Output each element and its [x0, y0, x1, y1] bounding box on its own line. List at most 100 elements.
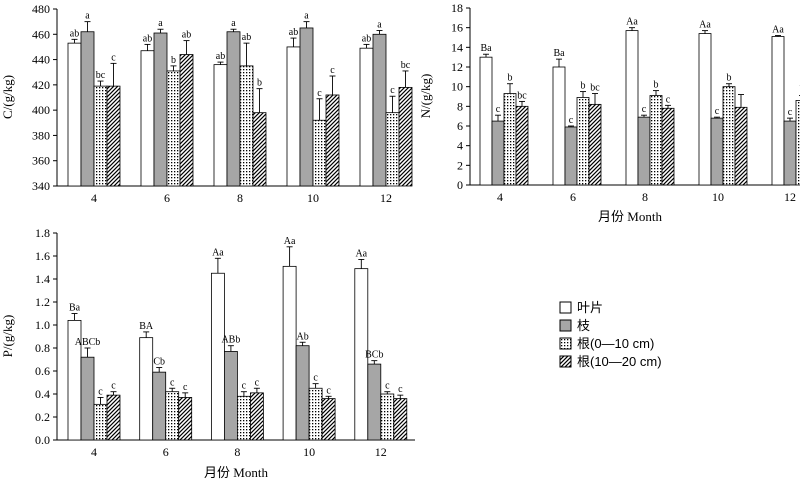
bar-root-shallow-month-10	[308, 387, 323, 441]
bar-branch-month-4	[80, 356, 95, 441]
x-tick-label: 6	[570, 190, 576, 204]
significance-label: c	[326, 385, 331, 396]
y-tick-label: 400	[32, 103, 50, 117]
bar-root-shallow-month-10	[312, 119, 327, 187]
x-tick-label: 8	[237, 191, 243, 205]
y-tick-label: 0	[457, 178, 463, 192]
significance-label: ab	[216, 51, 225, 62]
bar-branch-month-12	[783, 120, 797, 186]
significance-label: Aa	[699, 20, 711, 31]
bar-branch-month-6	[152, 371, 167, 441]
x-tick-label: 10	[307, 191, 319, 205]
y-tick-label: 1.6	[35, 249, 50, 263]
x-tick-label: 8	[642, 190, 648, 204]
y-tick-label: 0.2	[35, 410, 50, 424]
x-tick-label: 12	[784, 190, 796, 204]
legend-swatch-leaf	[559, 301, 572, 314]
x-tick-label: 10	[712, 190, 724, 204]
bar-root-shallow-month-6	[165, 391, 180, 441]
significance-label: c	[398, 384, 403, 395]
significance-label: b	[508, 73, 513, 84]
significance-label: Ab	[296, 331, 308, 342]
bar-root-shallow-month-8	[649, 95, 663, 186]
significance-label: Aa	[284, 236, 296, 247]
bar-root-deep-month-10	[734, 106, 748, 186]
y-tick-label: 18	[451, 1, 463, 15]
significance-label: c	[390, 85, 395, 96]
significance-label: ABCb	[75, 337, 101, 348]
significance-label: Cb	[153, 357, 165, 368]
bar-root-deep-month-12	[398, 86, 413, 187]
significance-label: b	[171, 55, 176, 66]
significance-label: ab	[143, 33, 152, 44]
bar-root-shallow-month-6	[576, 97, 590, 186]
significance-label: a	[85, 11, 90, 22]
bar-root-shallow-month-8	[236, 395, 251, 441]
y-tick-label: 0.0	[35, 433, 50, 447]
bar-leaf-month-10	[286, 46, 301, 187]
y-tick-label: 1.8	[35, 226, 50, 240]
y-tick-label: 1.0	[35, 318, 50, 332]
bar-branch-month-8	[226, 31, 241, 187]
bar-leaf-month-10	[698, 33, 712, 186]
significance-label: c	[569, 115, 574, 126]
y-tick-label: 340	[32, 179, 50, 193]
significance-label: c	[98, 386, 103, 397]
bar-root-shallow-month-12	[385, 112, 400, 187]
significance-label: c	[313, 373, 318, 384]
bar-branch-month-6	[153, 32, 168, 187]
bar-branch-month-4	[80, 31, 95, 187]
y-tick-label: 16	[451, 21, 463, 35]
bar-root-deep-month-8	[661, 107, 675, 186]
x-tick-label: 12	[380, 191, 392, 205]
bar-root-deep-month-10	[321, 398, 336, 441]
bar-leaf-month-4	[67, 42, 82, 187]
bar-branch-month-10	[295, 345, 310, 441]
y-tick-label: 2	[457, 158, 463, 172]
significance-label: b	[581, 81, 586, 92]
significance-label: c	[317, 88, 322, 99]
significance-label: c	[170, 377, 175, 388]
y-tick-label: 440	[32, 53, 50, 67]
significance-label: ab	[182, 30, 191, 41]
bar-root-deep-month-6	[178, 397, 193, 441]
significance-label: ab	[289, 27, 298, 38]
y-tick-label: 420	[32, 78, 50, 92]
legend-label-root-shallow: 根(0—10 cm)	[577, 336, 654, 351]
significance-label: c	[111, 381, 116, 392]
significance-label: BCb	[365, 350, 383, 361]
bar-root-deep-month-8	[249, 392, 264, 441]
bar-branch-month-6	[564, 126, 578, 186]
bar-root-deep-month-4	[106, 394, 121, 441]
legend-swatch-root-shallow	[559, 337, 572, 350]
y-tick-label: 6	[457, 119, 463, 133]
x-tick-label: 4	[91, 445, 97, 459]
significance-label: c	[788, 107, 793, 118]
significance-label: ab	[242, 32, 251, 43]
carbon-chart: 340360380400420440460480C/(g/kg)ababcc4a…	[0, 2, 413, 205]
bar-leaf-month-6	[139, 337, 154, 441]
bar-root-deep-month-6	[179, 54, 194, 187]
bar-branch-month-8	[223, 351, 238, 441]
chart-legend: 叶片 枝 根(0—10 cm) 根(10—20 cm)	[559, 300, 662, 369]
significance-label: a	[231, 18, 236, 29]
significance-label: ab	[362, 33, 371, 44]
bar-root-shallow-month-6	[166, 70, 181, 187]
legend-label-branch: 枝	[577, 318, 590, 333]
bar-root-shallow-month-4	[93, 403, 108, 441]
bar-leaf-month-8	[625, 30, 639, 186]
x-tick-label: 10	[303, 445, 315, 459]
significance-label: c	[183, 382, 188, 393]
y-tick-label: 4	[457, 139, 463, 153]
significance-label: c	[666, 94, 671, 105]
significance-label: Aa	[355, 248, 367, 259]
significance-label: a	[377, 19, 382, 30]
y-tick-label: 12	[451, 60, 463, 74]
y-axis-label: C/(g/kg)	[0, 75, 15, 119]
significance-label: bc	[517, 90, 527, 101]
bar-root-deep-month-4	[106, 85, 121, 187]
bar-leaf-month-6	[552, 66, 566, 186]
y-tick-label: 0.6	[35, 364, 50, 378]
bar-branch-month-12	[367, 363, 382, 441]
